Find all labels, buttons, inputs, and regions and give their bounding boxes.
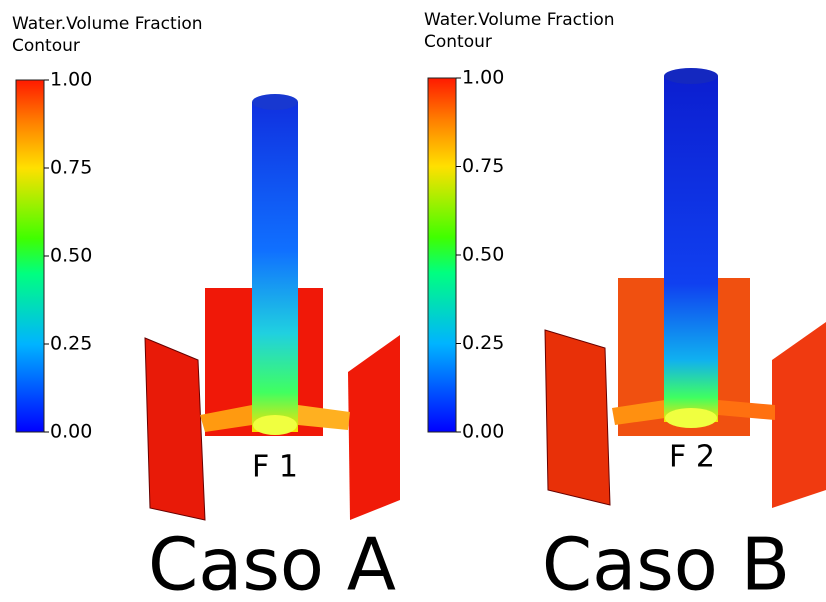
case-caption: Caso B [542, 523, 790, 602]
colorbar-tick-label: 0.00 [50, 421, 92, 443]
colorbar-tick-label: 0.25 [462, 332, 504, 354]
colorbar-tick-label: 0.75 [50, 157, 92, 179]
case-label: F 2 [669, 440, 715, 475]
case-label: F 1 [252, 450, 298, 485]
case-caption: Caso A [148, 523, 396, 602]
colorbar-tick-label: 0.75 [462, 155, 504, 177]
colorbar [428, 78, 456, 432]
colorbar [16, 80, 44, 432]
colorbar-tick-label: 1.00 [50, 69, 92, 91]
colorbar-tick-label: 0.00 [462, 421, 504, 443]
legend-title: Contour [12, 36, 80, 56]
colorbar-tick-label: 1.00 [462, 67, 504, 89]
colorbar-tick-label: 0.25 [50, 333, 92, 355]
colorbar-tick-label: 0.50 [50, 245, 92, 267]
colorbar-tick-label: 0.50 [462, 244, 504, 266]
figure: Water.Volume FractionContour1.000.750.50… [0, 0, 826, 602]
legend-title: Water.Volume Fraction [424, 10, 615, 30]
legend-title: Water.Volume Fraction [12, 14, 203, 34]
legend-title: Contour [424, 32, 492, 52]
